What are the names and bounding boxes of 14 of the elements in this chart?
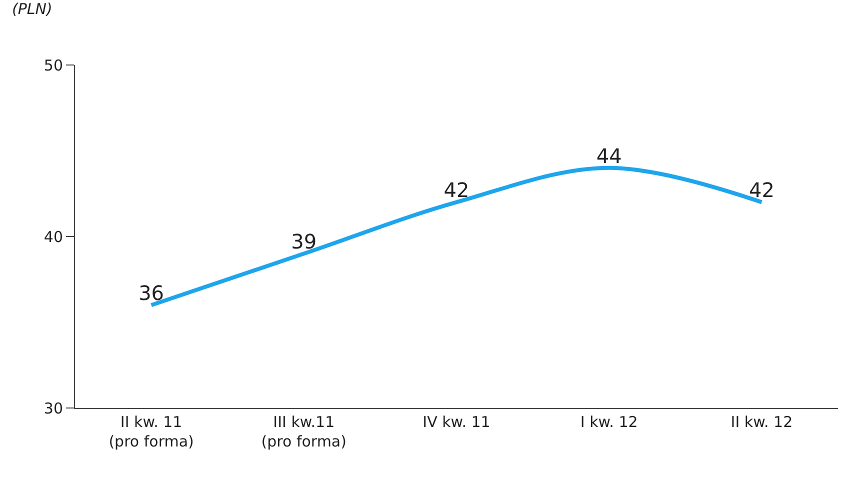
x-tick-label: III kw.11 (pro forma) <box>261 413 346 450</box>
y-tick-label: 50 <box>44 56 63 74</box>
data-label: 44 <box>596 144 622 168</box>
x-tick-label: IV kw. 11 <box>422 413 490 431</box>
data-label: 42 <box>748 178 774 202</box>
y-tick-label: 30 <box>44 399 63 418</box>
x-tick-label: II kw. 12 <box>730 413 793 431</box>
data-label: 39 <box>291 230 317 254</box>
data-label: 42 <box>444 178 470 202</box>
x-tick-label: I kw. 12 <box>580 413 638 431</box>
y-axis-title: (PLN) <box>12 0 52 18</box>
data-label: 36 <box>138 281 164 306</box>
y-tick-label: 40 <box>44 228 63 246</box>
x-tick-label: II kw. 11 (pro forma) <box>108 413 194 450</box>
